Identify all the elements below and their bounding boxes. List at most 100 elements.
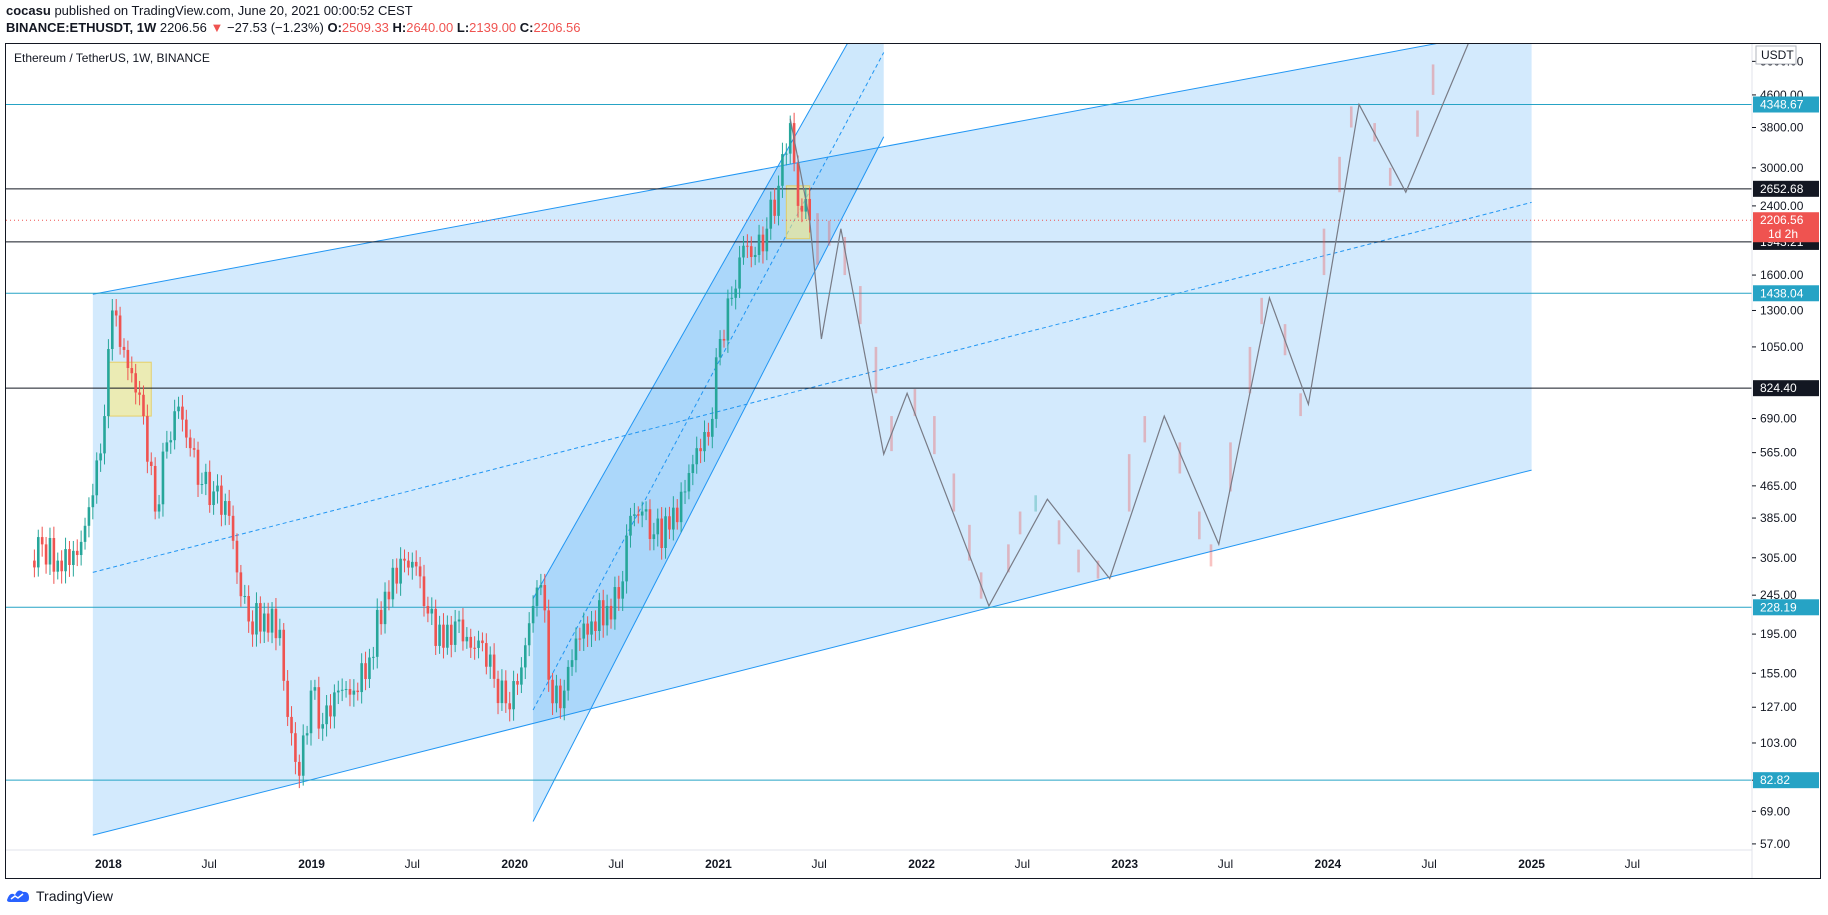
candle-body (714, 357, 718, 419)
currency-box (1755, 45, 1797, 65)
footer-brand-label: TradingView (36, 888, 114, 904)
projection-bar (874, 346, 878, 394)
x-tick-label: Jul (1422, 857, 1437, 871)
price-tag-2652.68 (1753, 180, 1819, 197)
candle-body (516, 681, 519, 685)
candle-body (469, 636, 473, 648)
candle-body (313, 687, 317, 691)
price-tag-228.19 (1753, 599, 1819, 616)
candle-body (582, 623, 586, 639)
y-tick-label: 1050.00 (1760, 340, 1804, 354)
candle-body (777, 185, 780, 216)
x-tick-label: Jul (1015, 857, 1030, 871)
close-label: C: (519, 20, 534, 35)
high-value: 2640.00 (406, 20, 454, 35)
candle-body (664, 516, 667, 548)
candle-body (446, 624, 449, 648)
candle-body (251, 621, 254, 635)
projection-bar (816, 213, 819, 265)
candle-body (633, 514, 636, 516)
projection-bar (1198, 511, 1201, 540)
projection-bar (827, 220, 831, 246)
candle-body (601, 600, 605, 626)
price-tag-label: 228.19 (1760, 600, 1797, 614)
y-tick-label: 385.00 (1760, 511, 1797, 525)
candle-body (430, 608, 434, 614)
projection-bar (1178, 442, 1182, 474)
candle-body (742, 245, 745, 258)
candle-body (161, 451, 165, 505)
candle-body (520, 667, 523, 685)
candle-body (134, 373, 137, 393)
author-name[interactable]: cocasu (6, 3, 51, 18)
candle-body (539, 585, 543, 588)
main-channel-median-line (92, 201, 1532, 573)
last-price-label: 2206.56 (1760, 213, 1804, 227)
y-tick-label: 465.00 (1760, 479, 1797, 493)
candle-body (636, 514, 640, 516)
candle-body (146, 416, 149, 462)
y-tick-label: 195.00 (1760, 627, 1797, 641)
candle-body (79, 541, 83, 556)
candle-body (672, 507, 675, 530)
candle-body (722, 338, 726, 341)
y-tick-label: 57.00 (1760, 837, 1790, 851)
candle-body (185, 419, 188, 438)
projection-bar (1431, 64, 1435, 95)
main-channel-lower-line (92, 469, 1532, 836)
footer-brand[interactable]: TradingView (6, 888, 113, 904)
candle-body (465, 636, 469, 642)
candle-body (543, 585, 547, 611)
projection-bar (859, 286, 862, 325)
candle-body (282, 629, 286, 681)
tradingview-logo-icon (7, 890, 29, 902)
candle-body (675, 507, 679, 523)
candle-body (562, 690, 566, 709)
candle-body (792, 123, 796, 163)
close-value: 2206.56 (533, 20, 581, 35)
candle-body (609, 605, 613, 620)
candle-body (111, 310, 114, 350)
projection-bar (1077, 549, 1080, 573)
candle-body (644, 509, 648, 512)
candle-body (329, 705, 332, 717)
projection-bar (1299, 393, 1302, 417)
candle-body (403, 558, 406, 561)
candle-body (730, 297, 734, 299)
candle-body (804, 198, 808, 212)
x-tick-label: 2021 (705, 857, 732, 871)
candle-body (488, 654, 492, 667)
candle-body (239, 572, 243, 597)
y-tick-label: 155.00 (1760, 666, 1797, 680)
candle-body (379, 609, 383, 625)
chart-frame[interactable]: 2018 Jul 2019 Jul 2020 Jul 2021 Jul 2022 Jul 2023 J… (5, 43, 1821, 879)
candle-body (500, 680, 504, 704)
candle-body (473, 647, 476, 649)
y-tick-label: 2400.00 (1760, 199, 1804, 213)
candle-body (278, 629, 282, 639)
candle-body (761, 234, 765, 252)
candle-body (391, 567, 395, 600)
candle-body (570, 660, 574, 667)
open-value: 2509.33 (341, 20, 389, 35)
currency-label: USDT (1761, 48, 1794, 62)
y-tick-label: 565.00 (1760, 446, 1797, 460)
candle-body (149, 461, 153, 466)
candle-body (566, 666, 570, 691)
candle-body (157, 504, 161, 512)
candle-body (457, 619, 461, 622)
x-tick-label: Jul (201, 857, 216, 871)
projection-bar (933, 416, 936, 455)
x-tick-label: Jul (811, 857, 826, 871)
candle-body (309, 690, 313, 734)
candle-body (640, 511, 644, 516)
candle-body (555, 685, 558, 704)
y-tick-label: 3800.00 (1760, 121, 1804, 135)
symbol-label: BINANCE:ETHUSDT, 1W (6, 20, 157, 35)
projection-bar (1349, 106, 1353, 128)
candle-body (231, 515, 235, 541)
candle-body (317, 687, 321, 729)
candle-body (594, 621, 597, 632)
price-chart[interactable]: 2018 Jul 2019 Jul 2020 Jul 2021 Jul 2022 Jul 2023 J… (6, 44, 1820, 878)
candle-body (290, 716, 293, 734)
